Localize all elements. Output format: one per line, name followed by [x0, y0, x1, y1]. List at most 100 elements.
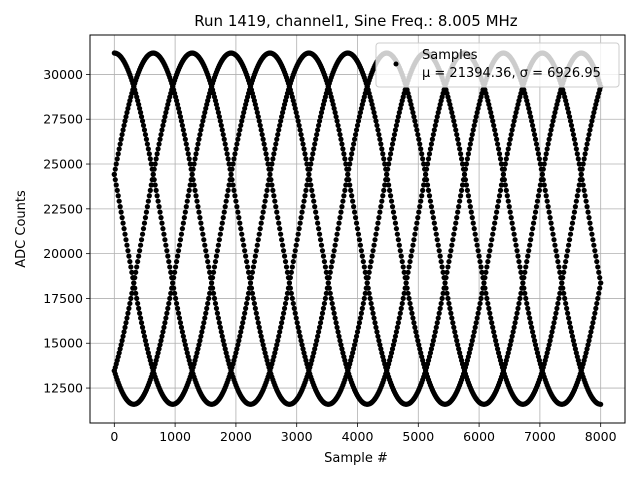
data-point	[336, 333, 342, 339]
data-point	[527, 242, 533, 248]
data-point	[409, 105, 415, 112]
data-point	[564, 305, 570, 311]
data-point	[445, 295, 451, 302]
data-point	[241, 242, 247, 248]
data-point	[184, 198, 190, 204]
data-point	[140, 329, 147, 335]
data-point	[246, 275, 253, 281]
data-point	[324, 285, 330, 291]
data-point	[209, 275, 216, 281]
data-point	[156, 141, 162, 147]
data-point	[217, 118, 223, 124]
data-point	[497, 156, 504, 162]
data-point	[580, 182, 586, 188]
data-point	[320, 253, 327, 259]
data-point	[592, 248, 598, 254]
data-point	[516, 300, 522, 307]
data-point	[144, 204, 150, 210]
data-point	[492, 333, 498, 339]
data-point	[558, 285, 564, 291]
data-point	[200, 118, 206, 124]
data-point	[505, 146, 511, 152]
data-point	[339, 141, 345, 147]
data-point	[263, 151, 269, 157]
data-point	[155, 350, 161, 356]
data-point	[520, 280, 526, 286]
data-point	[533, 204, 540, 210]
data-point	[201, 237, 207, 243]
data-point	[495, 146, 502, 152]
data-point	[309, 187, 315, 193]
data-point	[276, 127, 282, 133]
data-point	[448, 310, 454, 316]
data-point	[204, 305, 210, 311]
data-point	[315, 122, 322, 129]
data-point	[410, 109, 416, 116]
data-point	[312, 346, 318, 352]
data-point	[450, 320, 456, 326]
data-point	[447, 253, 453, 259]
data-point	[355, 324, 362, 330]
data-point	[143, 136, 150, 142]
data-point	[382, 182, 388, 188]
data-point	[202, 242, 208, 248]
data-point	[472, 118, 478, 124]
data-point	[299, 136, 305, 142]
data-point	[251, 258, 257, 265]
data-point	[596, 269, 602, 275]
data-point	[351, 346, 357, 352]
data-point	[274, 209, 280, 215]
data-point	[243, 253, 249, 259]
data-point	[182, 136, 188, 142]
data-point	[507, 342, 513, 348]
data-point	[529, 231, 535, 237]
data-point	[290, 300, 296, 307]
data-point	[164, 248, 170, 254]
data-point	[584, 346, 590, 352]
data-point	[222, 204, 228, 210]
data-point	[456, 204, 462, 210]
data-point	[514, 310, 520, 316]
data-point	[419, 151, 425, 157]
data-point	[339, 346, 345, 352]
data-point	[140, 122, 147, 129]
data-point	[219, 333, 225, 339]
data-point	[240, 114, 246, 120]
data-point	[461, 171, 468, 177]
data-point	[453, 220, 459, 226]
data-point	[509, 127, 515, 133]
data-point	[211, 295, 218, 302]
data-point	[439, 264, 445, 270]
data-point	[294, 237, 300, 243]
data-point	[299, 209, 305, 215]
data-point	[513, 315, 519, 321]
data-point	[492, 220, 498, 226]
data-point	[415, 131, 421, 138]
data-point	[369, 305, 375, 311]
data-point	[292, 105, 298, 112]
data-point	[576, 182, 582, 188]
data-point	[405, 269, 411, 275]
data-point	[468, 209, 474, 215]
data-point	[203, 248, 209, 254]
data-point	[425, 156, 432, 162]
data-point	[137, 315, 144, 321]
data-point	[486, 253, 492, 259]
data-point	[377, 342, 383, 348]
data-point	[397, 310, 403, 316]
data-point	[148, 161, 154, 167]
data-point	[393, 122, 400, 129]
data-point	[406, 295, 412, 302]
data-point	[510, 329, 516, 335]
data-point	[165, 305, 171, 311]
data-point	[232, 151, 238, 157]
data-point	[430, 215, 436, 221]
data-point	[413, 329, 419, 335]
data-point	[298, 338, 304, 344]
data-point	[430, 338, 436, 344]
data-point	[482, 275, 488, 281]
data-point	[294, 114, 300, 120]
data-point	[162, 237, 168, 243]
data-point	[525, 305, 531, 311]
data-point	[252, 101, 258, 108]
